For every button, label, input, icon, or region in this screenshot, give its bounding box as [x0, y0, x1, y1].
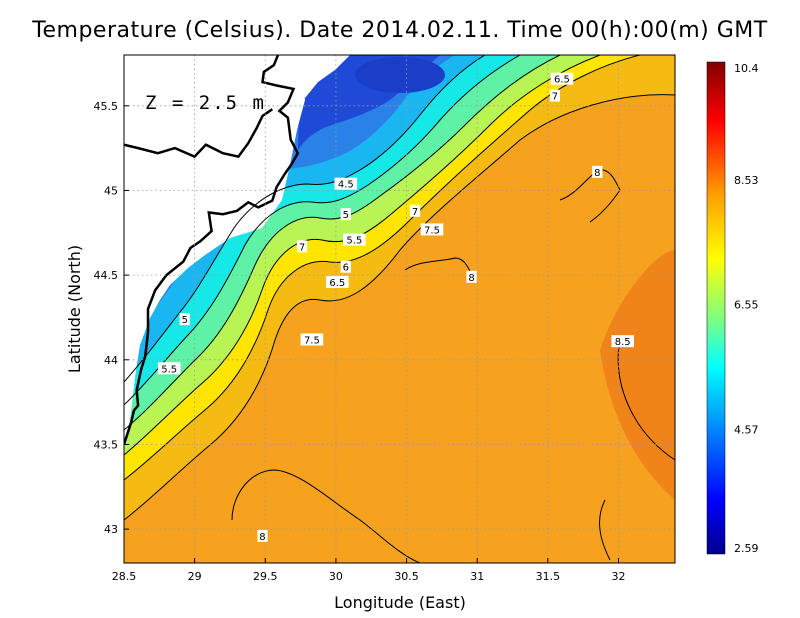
- contour-label-bg: [340, 260, 351, 273]
- colorbar-label: 6.55: [734, 299, 759, 312]
- contour-label-bg: [179, 313, 190, 326]
- contour-label: 7: [412, 207, 418, 218]
- y-tick-label: 45: [104, 184, 118, 197]
- coastline: [124, 55, 300, 445]
- contour-label: 5.5: [161, 364, 177, 375]
- contour-label: 8: [259, 532, 265, 543]
- contour-label-bg: [549, 89, 561, 102]
- gridlines: [124, 55, 675, 563]
- x-tick-label: 29.5: [253, 570, 278, 583]
- colorbar-label: 8.53: [734, 174, 759, 187]
- x-axis-ticks: 28.5 29 29.5 30 30.5 31 31.5 32: [112, 558, 625, 583]
- contour-label-bg: [592, 165, 603, 178]
- contour-label-bg: [409, 204, 421, 217]
- colorbar-label: 4.57: [734, 423, 759, 436]
- contour-label: 7.5: [424, 225, 440, 236]
- contour-label-bg: [420, 223, 444, 236]
- y-axis-ticks: 43 43.5 44 44.5 45 45.5: [94, 100, 129, 536]
- contour-label: 8.5: [615, 337, 631, 348]
- contour-label: 5: [343, 210, 349, 221]
- coastline-north: [124, 108, 274, 159]
- colorbar: [706, 61, 726, 555]
- contour-label-bg: [340, 208, 351, 221]
- contour-label: 7: [552, 92, 558, 103]
- x-tick-label: 29: [188, 570, 202, 583]
- temperature-field: [124, 55, 675, 563]
- contour-label-bg: [296, 240, 308, 253]
- cold-core-center: [355, 57, 445, 93]
- chart-title: Temperature (Celsius). Date 2014.02.11. …: [32, 18, 768, 43]
- land-mask: [124, 55, 307, 450]
- contour-label: 7: [299, 242, 305, 253]
- colorbar-label: 10.4: [734, 62, 759, 75]
- y-tick-label: 44.5: [94, 269, 119, 282]
- y-tick-label: 43.5: [94, 438, 119, 451]
- contour-labels: 6.5 7 8 4.5 5 7 7.5 5.5 7 6 6.5 8 5 7.5 8.5 5.5 8: [157, 72, 635, 543]
- x-tick-label: 30.5: [394, 570, 419, 583]
- contour-label-bg: [342, 233, 366, 246]
- contour-label: 8: [594, 168, 600, 179]
- contour-label-bg: [257, 529, 268, 542]
- contour-label: 4.5: [338, 180, 354, 191]
- x-tick-label: 31: [470, 570, 484, 583]
- contour-label-bg: [300, 333, 324, 346]
- y-tick-label: 44: [104, 354, 118, 367]
- y-axis-label: Latitude (North): [65, 245, 84, 373]
- y-tick-label: 43: [104, 523, 118, 536]
- contour-label-bg: [466, 270, 477, 283]
- contour-label: 6.5: [554, 75, 570, 86]
- contour-label: 8: [468, 273, 474, 284]
- contour-label-bg: [326, 275, 349, 288]
- contour-label-bg: [611, 335, 635, 348]
- colorbar-labels: 10.4 8.53 6.55 4.57 2.59: [734, 62, 759, 555]
- depth-label: Z = 2.5 m: [145, 92, 266, 114]
- y-tick-label: 45.5: [94, 100, 119, 113]
- contour-label: 5: [182, 315, 188, 326]
- contour-label-bg: [334, 177, 358, 190]
- x-axis-label: Longitude (East): [334, 593, 466, 612]
- x-tick-label: 31.5: [536, 570, 561, 583]
- x-tick-label: 30: [329, 570, 343, 583]
- contour-label: 6: [343, 263, 349, 274]
- plot-frame: [123, 54, 676, 564]
- contour-label: 5.5: [346, 236, 362, 247]
- x-tick-label: 28.5: [112, 570, 137, 583]
- land-mask-north: [290, 55, 350, 98]
- contour-lines: [124, 55, 675, 563]
- contour-label: 7.5: [304, 335, 320, 346]
- contour-label-bg: [157, 362, 181, 375]
- contour-label-bg: [550, 72, 574, 85]
- x-tick-label: 32: [611, 570, 625, 583]
- colorbar-label: 2.59: [734, 542, 759, 555]
- contour-label: 6.5: [329, 278, 345, 289]
